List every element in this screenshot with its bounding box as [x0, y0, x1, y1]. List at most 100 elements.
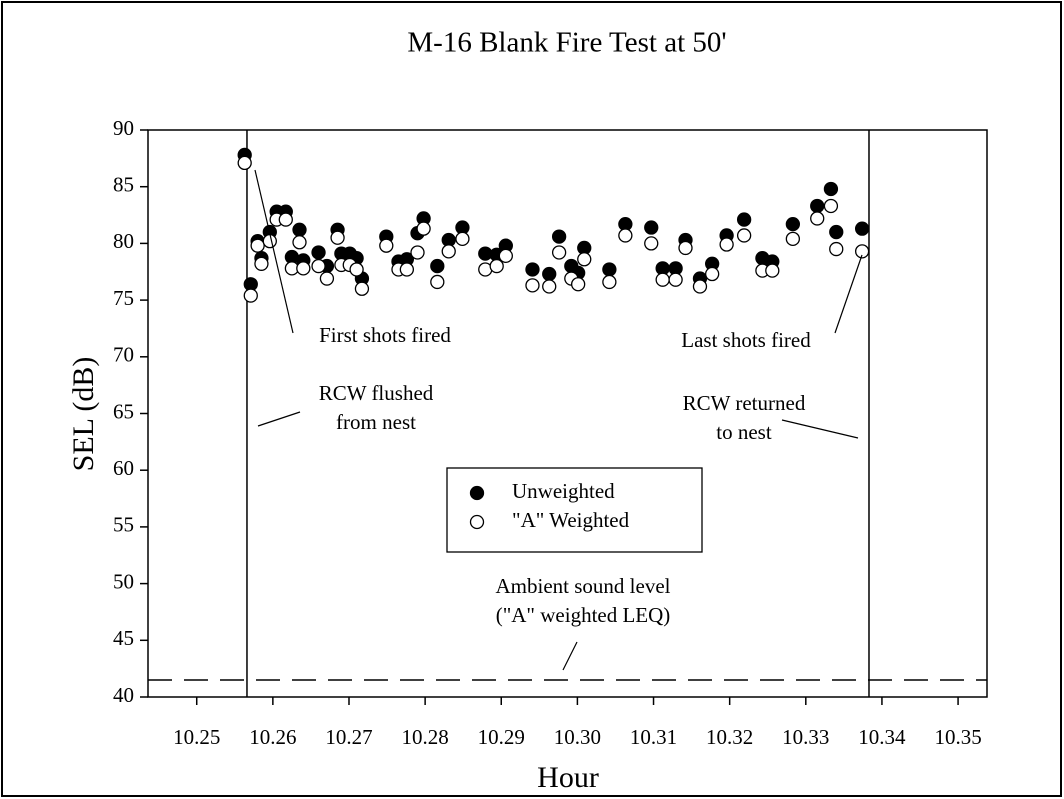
- point: [319, 271, 335, 286]
- point: [577, 252, 592, 267]
- x-axis-label: Hour: [537, 761, 599, 794]
- x-tick-label: 10.26: [249, 725, 296, 749]
- point: [525, 262, 540, 277]
- point: [785, 231, 801, 247]
- annotation: Ambient sound level: [496, 574, 671, 598]
- x-tick-label: 10.33: [782, 725, 829, 749]
- point: [736, 228, 752, 243]
- point: [296, 261, 311, 276]
- y-tick-label: 75: [113, 286, 134, 310]
- y-tick-label: 80: [113, 229, 134, 253]
- point: [736, 212, 752, 227]
- point: [854, 244, 870, 259]
- annotation: Last shots fired: [681, 328, 811, 352]
- annotation: First shots fired: [319, 323, 451, 347]
- point: [618, 228, 633, 243]
- annotation: RCW flushed: [319, 381, 434, 405]
- point: [416, 221, 431, 236]
- annotation: from nest: [336, 410, 416, 434]
- x-tick-label: 10.25: [173, 725, 220, 749]
- point: [655, 272, 670, 287]
- point: [644, 220, 659, 235]
- y-tick-label: 55: [113, 513, 134, 537]
- y-tick-label: 85: [113, 173, 134, 197]
- point: [644, 236, 659, 251]
- y-tick-label: 65: [113, 399, 134, 423]
- legend-marker: [469, 514, 485, 530]
- point: [311, 258, 326, 274]
- point: [551, 229, 567, 244]
- point: [262, 233, 277, 249]
- y-axis-label: SEL (dB): [67, 357, 100, 472]
- point: [354, 281, 370, 296]
- legend-box: [446, 467, 703, 553]
- point: [823, 181, 839, 197]
- y-tick-label: 40: [113, 683, 134, 707]
- point: [823, 198, 839, 214]
- legend-label: "A" Weighted: [512, 508, 630, 532]
- point: [785, 216, 801, 232]
- point: [489, 258, 504, 274]
- x-tick-label: 10.31: [630, 725, 677, 749]
- point: [705, 266, 720, 282]
- y-tick-label: 45: [113, 626, 134, 650]
- y-tick-label: 70: [113, 343, 134, 367]
- x-tick-label: 10.34: [858, 725, 906, 749]
- chart-title: M-16 Blank Fire Test at 50': [407, 27, 726, 59]
- point: [668, 272, 683, 287]
- annotation: ("A" weighted LEQ): [496, 603, 671, 627]
- point: [237, 155, 252, 171]
- point: [810, 211, 825, 226]
- point: [250, 238, 265, 253]
- legend-label: Unweighted: [512, 479, 615, 503]
- point: [254, 256, 269, 271]
- annotation-pointer: [781, 419, 859, 439]
- point: [551, 245, 567, 260]
- point: [243, 288, 258, 303]
- annotation: RCW returned: [683, 391, 806, 415]
- point: [278, 212, 293, 227]
- point: [765, 263, 780, 278]
- x-tick-label: 10.32: [706, 725, 753, 749]
- point: [441, 244, 456, 259]
- x-tick-label: 10.29: [478, 725, 525, 749]
- annotation-pointer: [562, 641, 578, 671]
- point: [719, 237, 734, 252]
- point: [678, 240, 693, 256]
- x-tick-label: 10.28: [402, 725, 449, 749]
- point: [829, 241, 844, 257]
- point: [542, 266, 557, 282]
- point: [379, 238, 394, 253]
- annotation: to nest: [716, 420, 772, 444]
- point: [292, 235, 307, 250]
- point: [525, 278, 540, 293]
- x-tick-label: 10.30: [554, 725, 601, 749]
- point: [602, 262, 617, 277]
- point: [829, 224, 844, 240]
- point: [810, 198, 825, 214]
- point: [692, 279, 708, 294]
- point: [349, 262, 364, 277]
- annotation-pointer: [834, 254, 863, 334]
- point: [542, 279, 557, 294]
- y-tick-label: 90: [113, 116, 134, 140]
- point: [602, 274, 617, 290]
- x-tick-label: 10.27: [325, 725, 372, 749]
- point: [330, 230, 345, 245]
- x-tick-label: 10.35: [934, 725, 981, 749]
- point: [410, 245, 425, 260]
- point: [571, 277, 586, 292]
- point: [311, 245, 326, 260]
- annotation-pointer: [254, 169, 294, 334]
- point: [498, 248, 513, 264]
- y-tick-label: 50: [113, 569, 134, 593]
- legend-marker: [469, 485, 485, 501]
- point: [399, 262, 415, 277]
- point: [292, 222, 307, 237]
- point: [430, 258, 445, 274]
- point: [430, 274, 445, 290]
- point: [854, 221, 870, 236]
